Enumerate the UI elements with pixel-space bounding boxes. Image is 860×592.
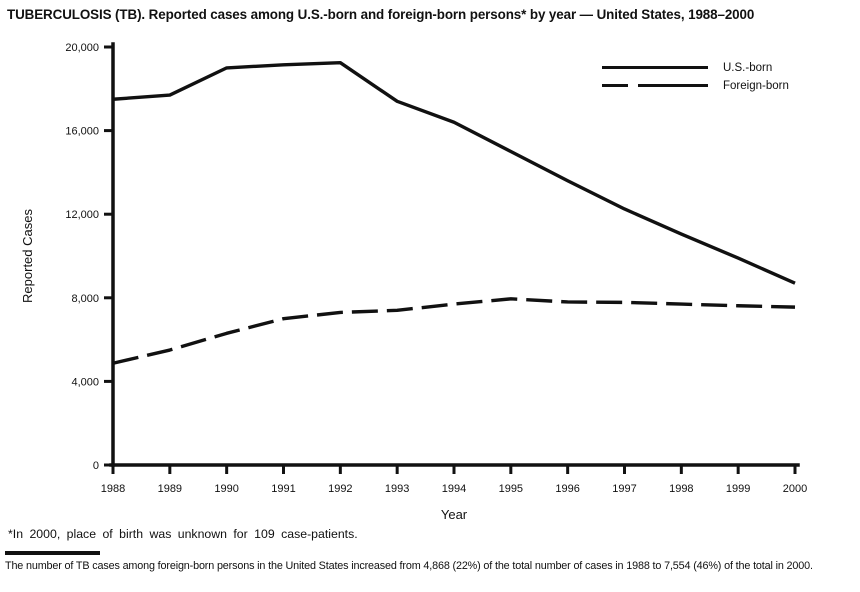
y-tick-label: 0: [93, 460, 99, 472]
legend-item-foreign-born: Foreign-born: [602, 78, 789, 93]
legend-label-foreign-born: Foreign-born: [723, 79, 789, 92]
x-tick-label: 1990: [214, 483, 238, 495]
solid-line-icon: [602, 66, 708, 69]
legend-label-us-born: U.S.-born: [723, 61, 773, 74]
y-tick-label: 4,000: [71, 376, 99, 388]
x-tick-label: 1997: [612, 483, 636, 495]
asterisk-footnote: *In 2000, place of birth was unknown for…: [8, 527, 358, 541]
y-tick-label: 16,000: [65, 126, 99, 138]
y-axis-title: Reported Cases: [20, 209, 35, 303]
y-tick-label: 20,000: [65, 42, 99, 54]
x-tick-label: 1994: [442, 483, 466, 495]
x-tick-label: 1999: [726, 483, 750, 495]
x-tick-label: 1992: [328, 483, 352, 495]
x-tick-label: 1991: [271, 483, 295, 495]
x-tick-label: 1993: [385, 483, 409, 495]
footer-divider: [5, 551, 100, 555]
x-tick-label: 1995: [499, 483, 523, 495]
y-tick-label: 12,000: [65, 209, 99, 221]
dashed-line-icon: [602, 84, 708, 87]
x-axis-title: Year: [441, 507, 468, 522]
tb-line-chart-canvas: 0 4,000 8,000 12,000 16,000 20,000 1988 1989 199…: [20, 42, 807, 522]
x-tick-label: 1989: [158, 483, 182, 495]
legend-item-us-born: U.S.-born: [602, 60, 789, 75]
x-tick-label: 1998: [669, 483, 693, 495]
x-tick-label: 1996: [555, 483, 579, 495]
series-line-u-s-born: [112, 60, 796, 285]
legend: U.S.-born Foreign-born: [602, 60, 789, 96]
y-tick-label: 8,000: [71, 293, 99, 305]
chart-title: TUBERCULOSIS (TB). Reported cases among …: [7, 7, 755, 22]
x-tick-label: 1988: [101, 483, 125, 495]
summary-note: The number of TB cases among foreign-bor…: [5, 560, 813, 572]
x-tick-label: 2000: [783, 483, 807, 495]
series-line-foreign-born: [112, 297, 796, 365]
